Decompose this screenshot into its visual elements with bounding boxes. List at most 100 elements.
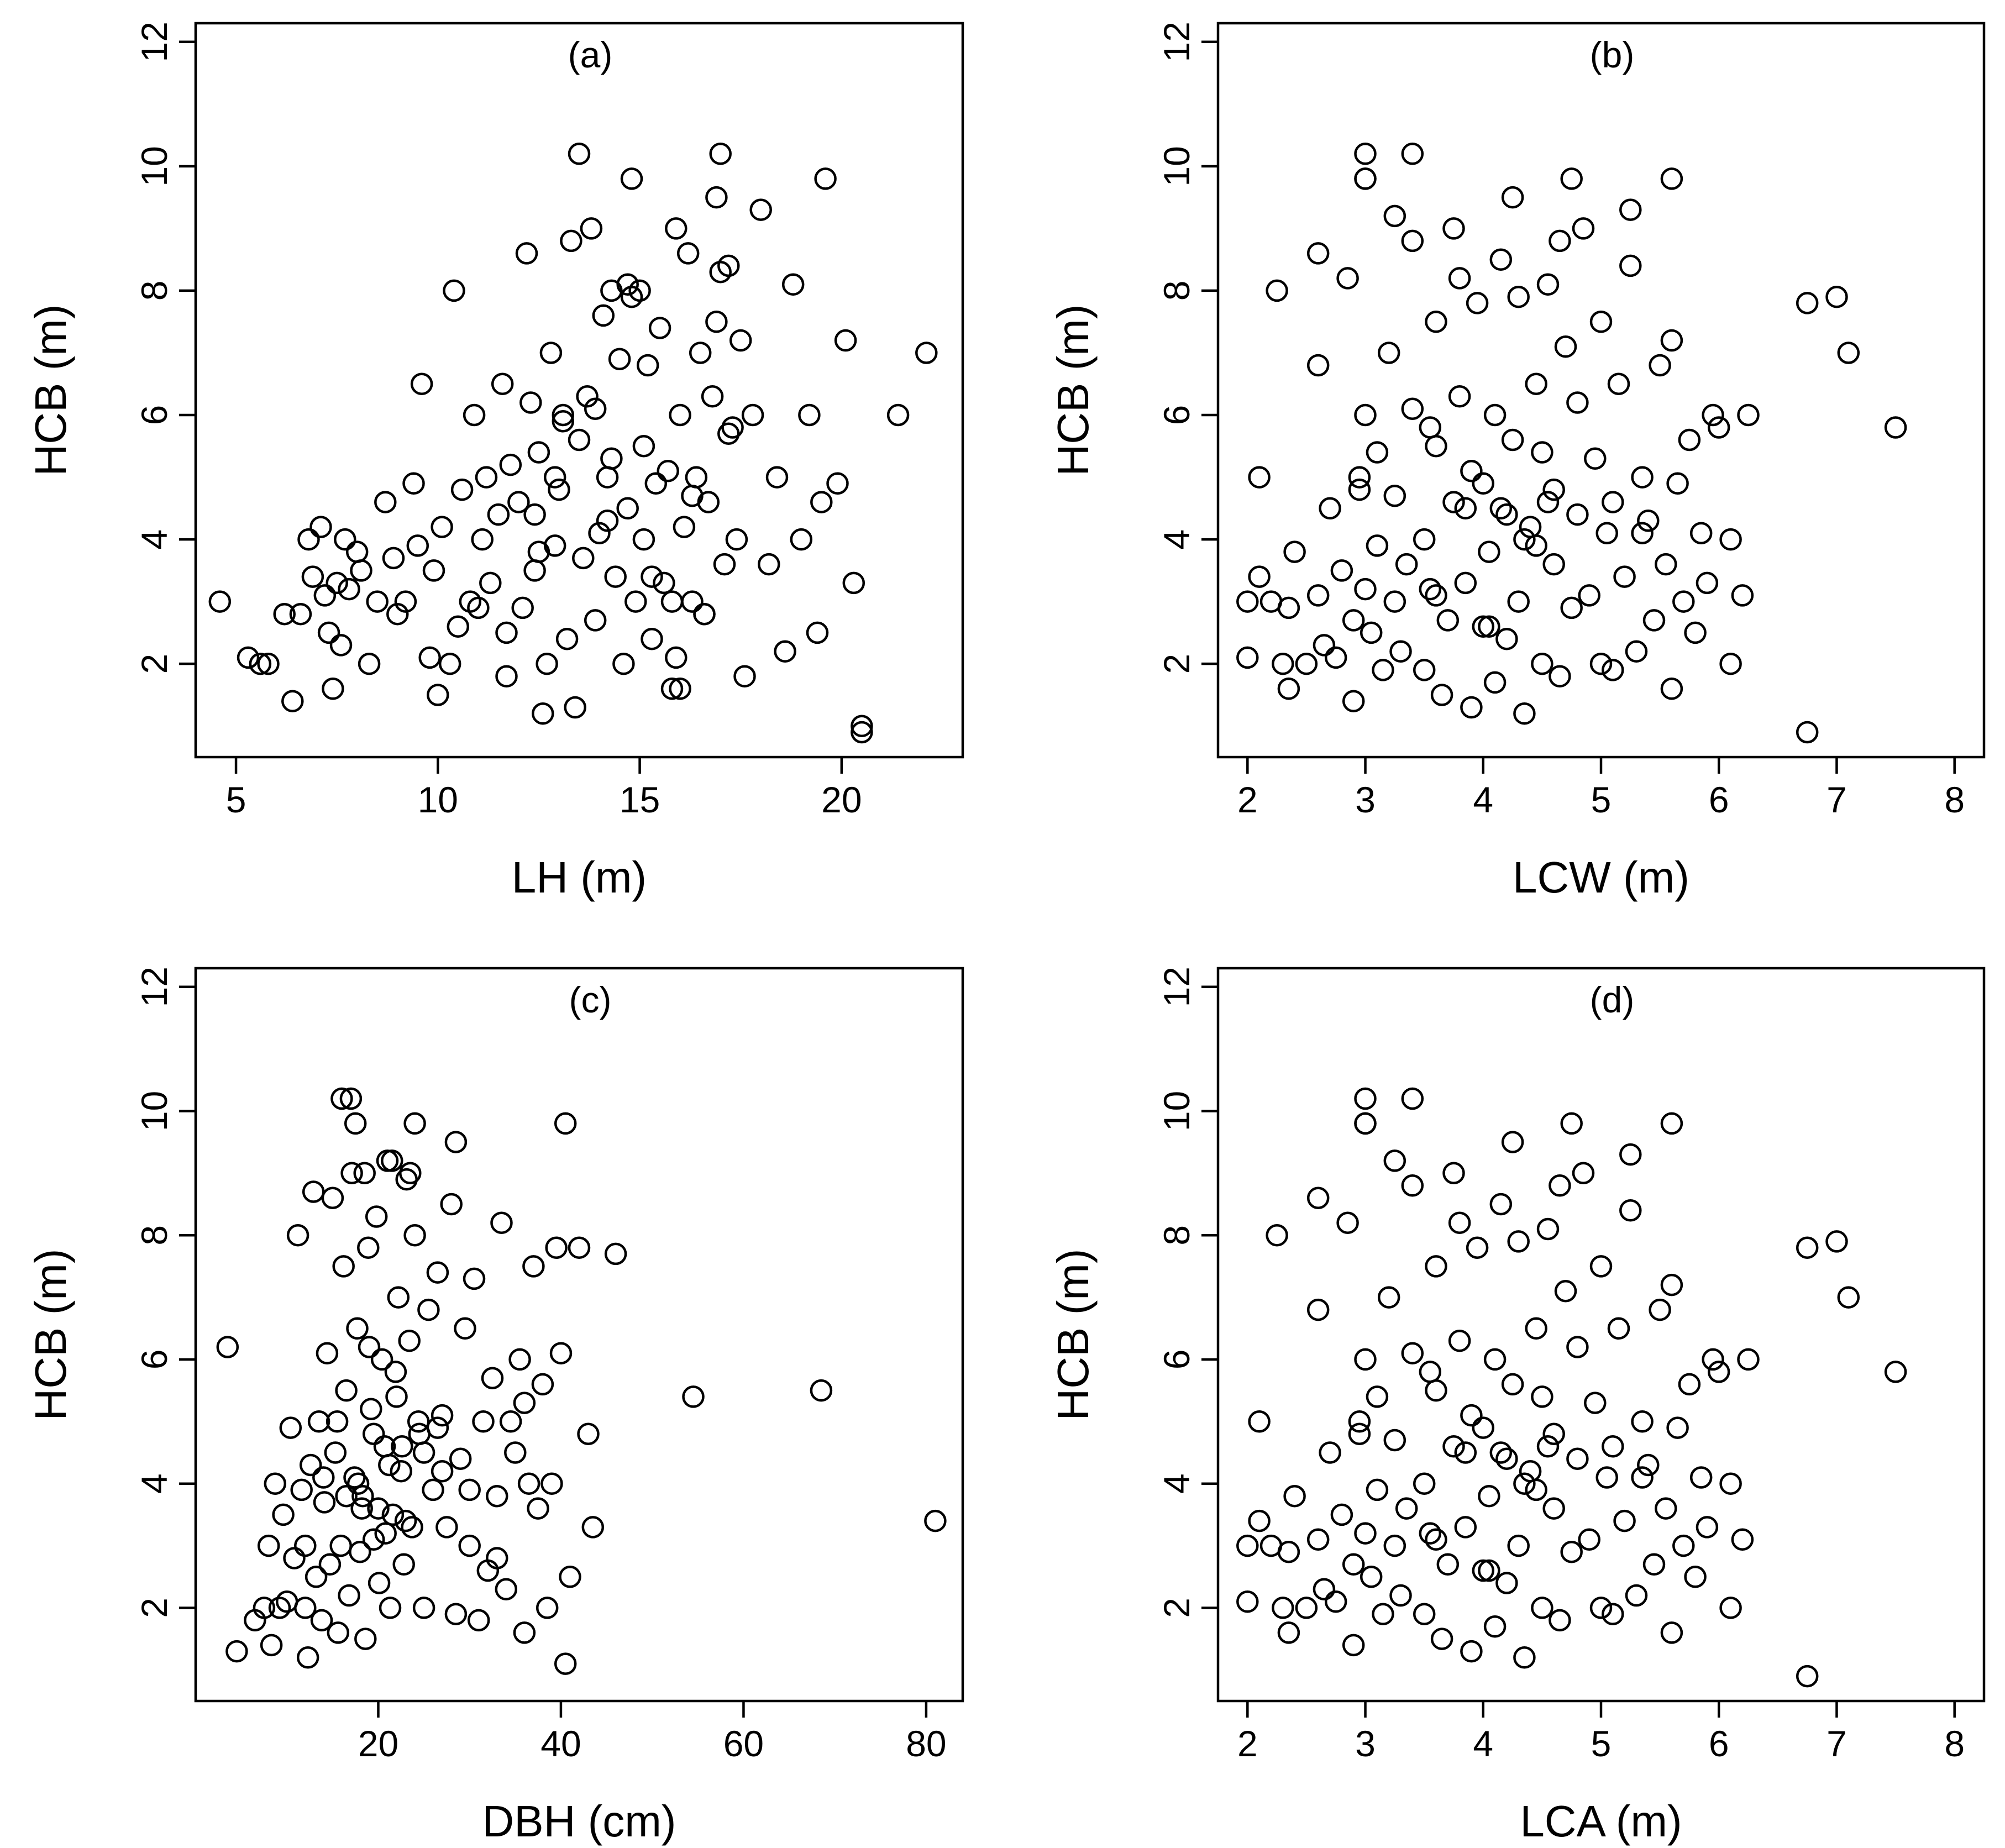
data-point — [1696, 1516, 1719, 1539]
data-point — [301, 565, 324, 588]
data-point — [272, 1503, 295, 1526]
data-point — [1342, 690, 1365, 712]
data-point — [1389, 640, 1412, 663]
data-point — [1619, 1143, 1642, 1166]
data-point — [1306, 1298, 1330, 1321]
data-point — [1796, 1665, 1819, 1688]
data-point — [1507, 1230, 1530, 1253]
data-point — [312, 1466, 335, 1489]
data-point — [1542, 1422, 1565, 1446]
data-point — [1625, 640, 1648, 663]
data-point — [709, 143, 732, 165]
data-point — [1731, 584, 1754, 607]
data-point — [1531, 652, 1553, 675]
data-point — [486, 1547, 508, 1569]
data-point — [1448, 267, 1471, 290]
y-tick-label: 4 — [1156, 1473, 1197, 1494]
data-point — [1513, 1472, 1536, 1495]
data-point — [1566, 1447, 1589, 1470]
data-point — [339, 1087, 363, 1110]
data-point — [1377, 342, 1400, 364]
x-tick-label: 20 — [358, 1723, 398, 1764]
data-point — [1248, 565, 1271, 588]
data-point — [410, 372, 433, 395]
data-point — [431, 516, 453, 538]
data-point — [330, 1087, 353, 1110]
data-point — [335, 1484, 358, 1508]
data-point — [1702, 403, 1724, 427]
x-axis-title: LH (m) — [512, 853, 647, 902]
data-point — [1336, 267, 1359, 290]
data-point — [1413, 659, 1436, 681]
data-point — [1489, 1193, 1513, 1216]
data-point — [1295, 652, 1318, 675]
data-point — [412, 1441, 435, 1464]
data-point — [394, 1509, 417, 1532]
data-point — [385, 1385, 408, 1408]
scatter-panel-3: 20 40 60 80 2 4 6 8 10 12 DBH (cm) HCB (m) (c) — [26, 967, 964, 1846]
data-point — [527, 441, 550, 464]
y-tick-label: 12 — [1156, 22, 1197, 62]
data-point — [1354, 403, 1377, 427]
x-tick-label: 7 — [1826, 1723, 1847, 1764]
data-point — [1306, 1186, 1330, 1210]
data-point — [568, 143, 591, 165]
data-point — [592, 304, 615, 327]
data-point — [725, 528, 748, 551]
data-point — [1666, 1416, 1689, 1439]
data-point — [1425, 435, 1447, 458]
x-tick-label: 40 — [540, 1723, 581, 1764]
data-point — [527, 1497, 549, 1520]
data-point — [1389, 1584, 1412, 1607]
data-point — [1377, 1286, 1400, 1309]
data-point — [1719, 1597, 1742, 1619]
data-point — [1696, 571, 1719, 595]
data-point — [260, 1634, 283, 1657]
data-point — [1295, 1597, 1318, 1619]
data-point — [1454, 497, 1477, 520]
data-point — [481, 1367, 504, 1389]
data-point — [346, 1317, 369, 1340]
data-point — [1401, 229, 1424, 253]
data-point — [268, 1597, 291, 1619]
data-point — [382, 547, 405, 570]
data-point — [1660, 1621, 1683, 1644]
data-point — [1383, 1429, 1406, 1452]
data-point — [422, 1478, 444, 1502]
data-point — [237, 646, 260, 669]
data-point — [360, 1398, 382, 1421]
data-point — [577, 1422, 600, 1446]
data-point — [398, 1329, 421, 1352]
data-point — [1489, 497, 1513, 520]
data-point — [1554, 335, 1577, 358]
data-point — [564, 696, 586, 719]
data-point — [568, 1236, 591, 1259]
data-point — [487, 503, 510, 526]
data-point — [344, 1112, 367, 1135]
data-point — [390, 1460, 413, 1483]
data-point — [1495, 503, 1518, 526]
data-point — [1342, 1553, 1365, 1576]
data-point — [1525, 1478, 1547, 1502]
data-point — [1425, 1255, 1447, 1278]
data-point — [326, 1410, 349, 1433]
data-point — [1248, 1509, 1271, 1532]
data-points — [1236, 1087, 1907, 1688]
data-point — [1454, 1441, 1477, 1464]
data-point — [1531, 441, 1553, 464]
data-point — [1689, 1466, 1713, 1489]
data-point — [1737, 403, 1760, 427]
data-point — [440, 1193, 463, 1216]
data-point — [294, 1597, 317, 1619]
data-point — [1360, 1566, 1383, 1588]
data-point — [1613, 565, 1636, 588]
data-point — [1472, 1416, 1495, 1439]
data-point — [527, 540, 550, 563]
data-point — [353, 1162, 376, 1185]
data-point — [1507, 1534, 1530, 1557]
data-point — [345, 540, 369, 563]
data-point — [1501, 186, 1524, 209]
data-point — [472, 1410, 495, 1433]
data-point — [545, 1236, 568, 1259]
